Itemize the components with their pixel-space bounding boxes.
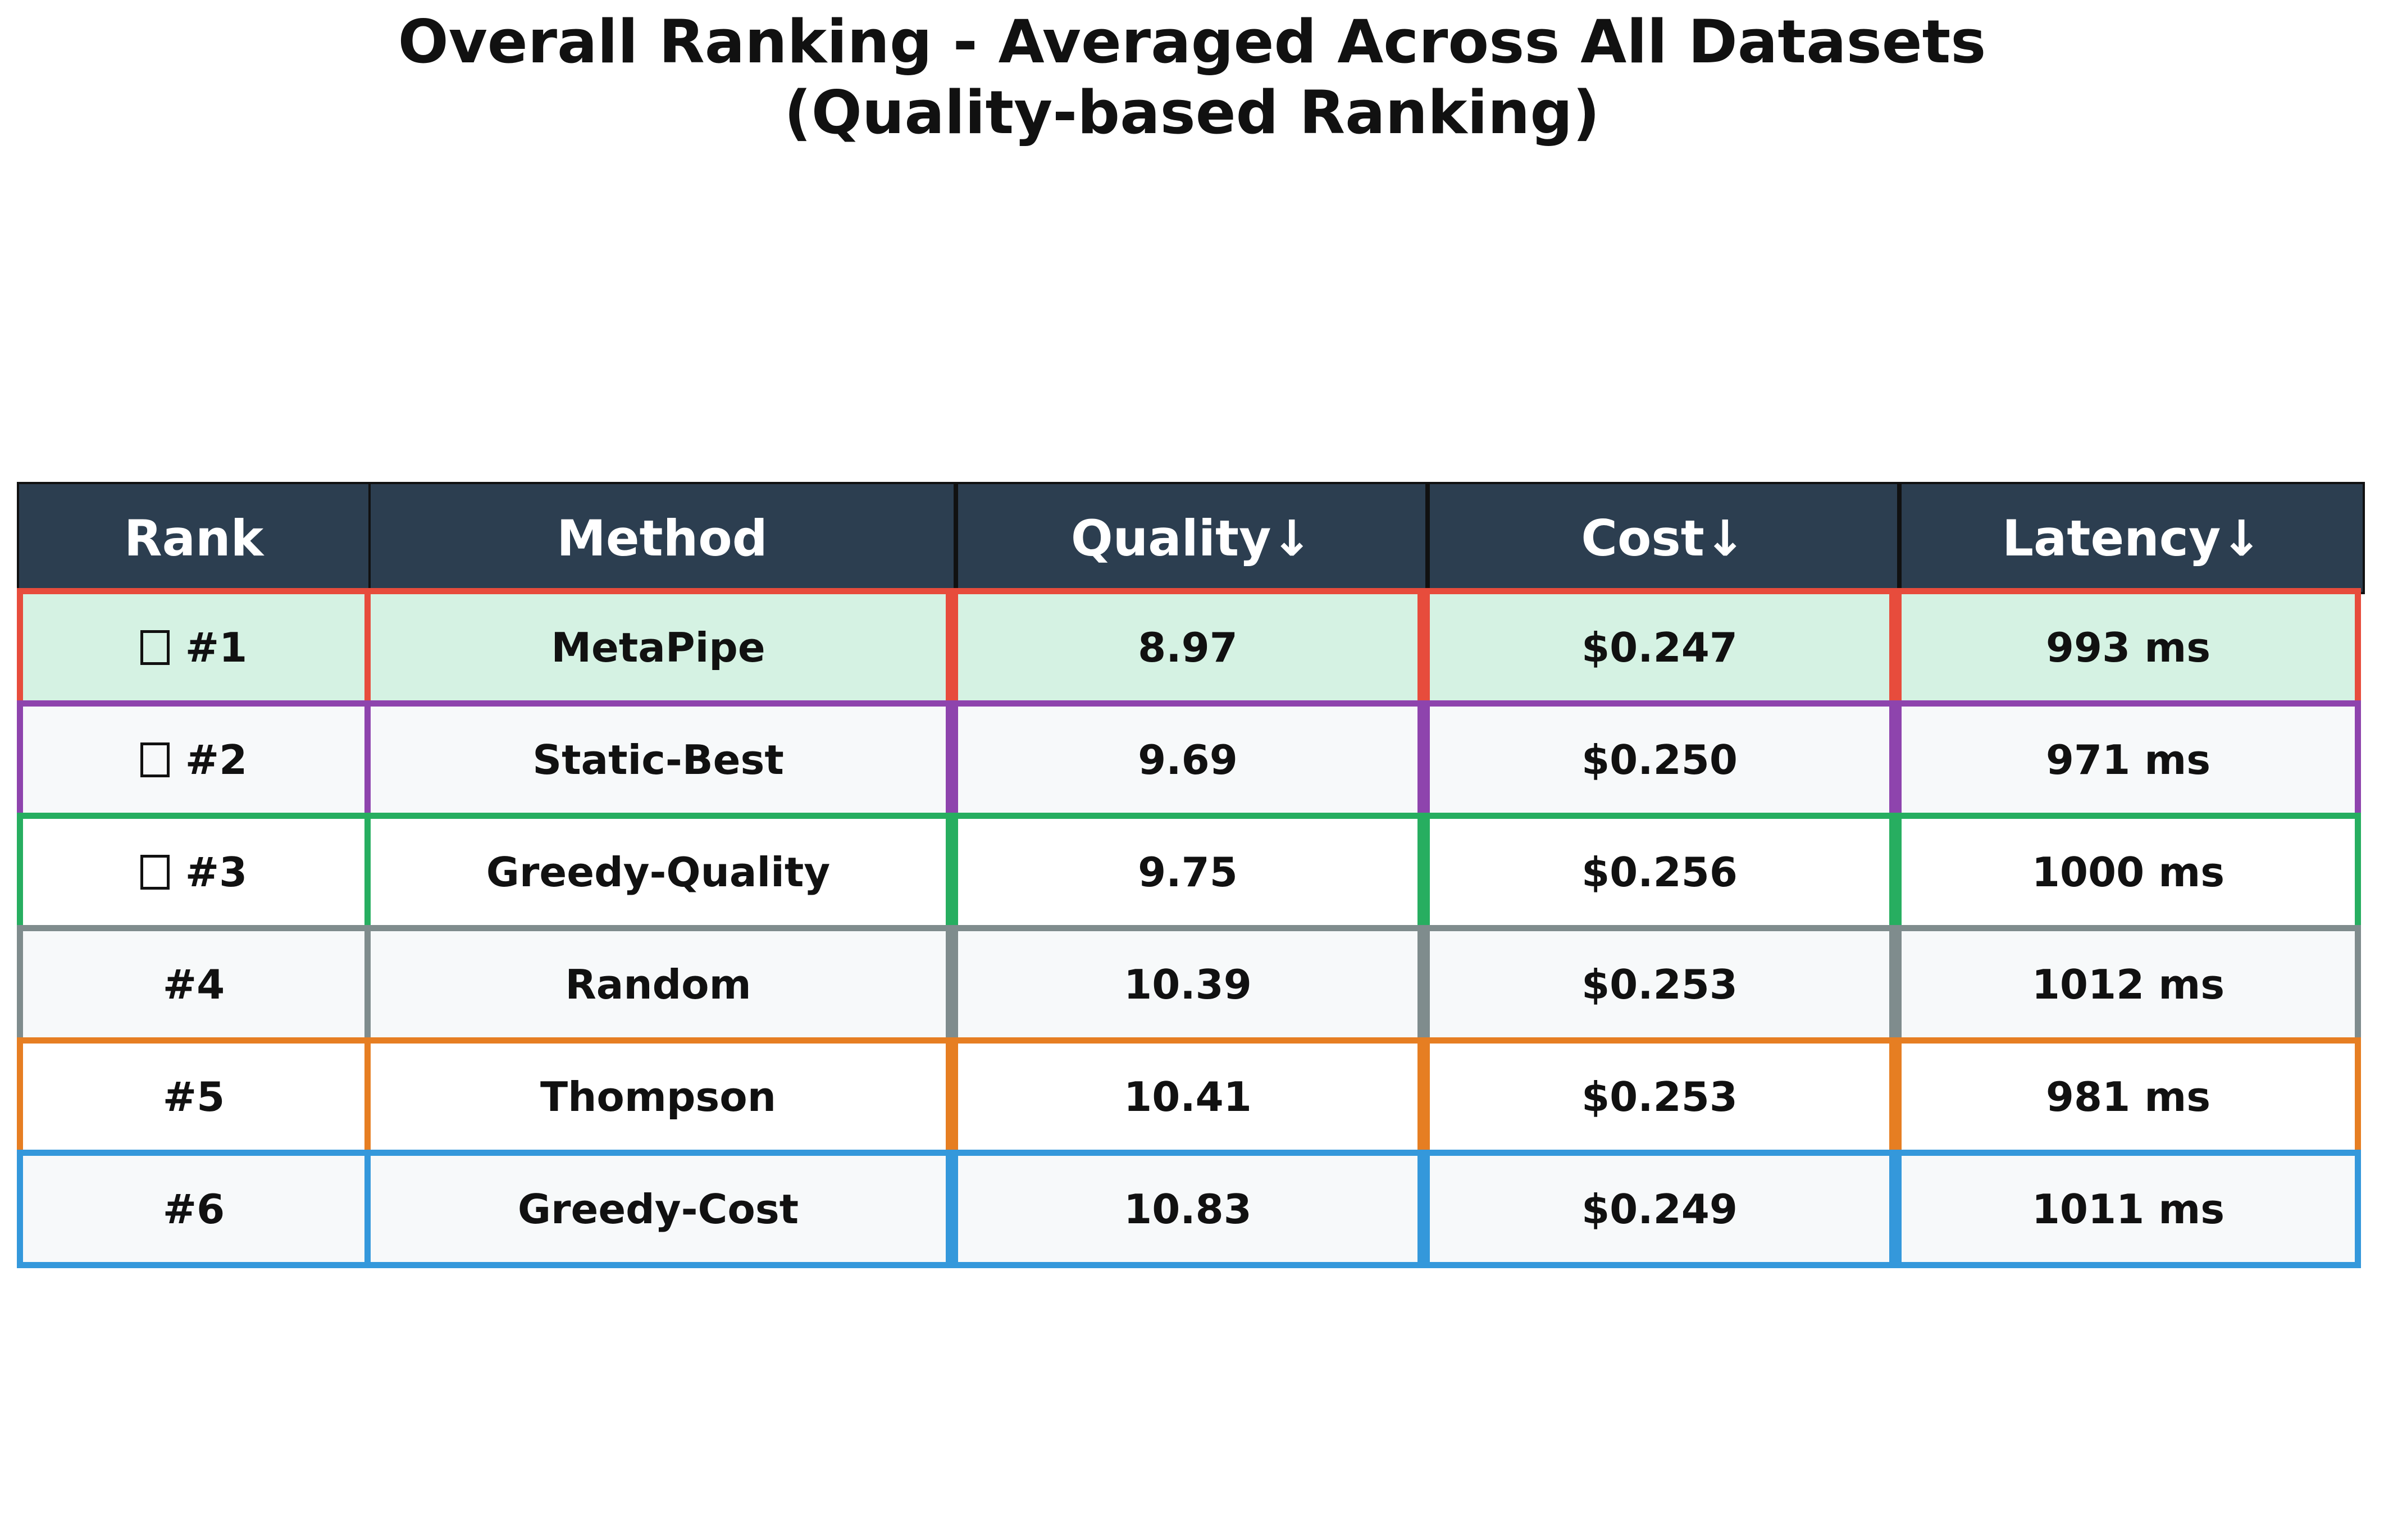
table-row: #4 Random 10.39 $0.253 1012 ms: [17, 925, 2367, 1044]
chart-subtitle: (Quality-based Ranking): [784, 78, 1600, 147]
rank-cell: #3: [17, 813, 371, 931]
rank-cell-text: #1: [185, 623, 248, 671]
method-cell: Greedy-Cost: [364, 1150, 952, 1268]
header-cost: Cost↓: [1428, 482, 1899, 594]
latency-cell: 1011 ms: [1895, 1150, 2361, 1268]
cost-cell-text: $0.247: [1581, 623, 1738, 671]
rank-cell: #6: [17, 1150, 371, 1268]
quality-cell: 9.75: [952, 813, 1424, 931]
latency-cell-text: 1000 ms: [2031, 848, 2225, 896]
cost-cell-text: $0.253: [1581, 1073, 1738, 1120]
rank-cell-text: #6: [162, 1185, 225, 1233]
rank-cell-text: #3: [185, 848, 248, 896]
rank-cell-text: #4: [162, 960, 225, 1008]
cost-cell: $0.256: [1424, 813, 1895, 931]
cost-cell-text: $0.250: [1581, 736, 1738, 783]
header-rank: Rank: [17, 482, 371, 594]
rank-cell-text: #2: [185, 736, 248, 783]
quality-cell: 9.69: [952, 700, 1424, 819]
table-row: #5 Thompson 10.41 $0.253 981 ms: [17, 1037, 2367, 1156]
quality-cell: 8.97: [952, 588, 1424, 707]
table-row: #6 Greedy-Cost 10.83 $0.249 1011 ms: [17, 1150, 2367, 1268]
medal-icon: [140, 854, 170, 890]
latency-cell-text: 1012 ms: [2031, 960, 2225, 1008]
cost-cell: $0.250: [1424, 700, 1895, 819]
header-quality: Quality↓: [956, 482, 1428, 594]
quality-cell-text: 9.69: [1138, 736, 1238, 783]
method-cell-text: Static-Best: [532, 736, 784, 783]
latency-cell-text: 981 ms: [2045, 1073, 2211, 1120]
method-cell: Random: [364, 925, 952, 1044]
rank-cell: #1: [17, 588, 371, 707]
method-cell: Greedy-Quality: [364, 813, 952, 931]
quality-cell-text: 10.39: [1124, 960, 1252, 1008]
quality-cell-text: 9.75: [1138, 848, 1238, 896]
rank-cell-text: #5: [162, 1073, 225, 1120]
chart-title: Overall Ranking - Averaged Across All Da…: [0, 7, 2384, 148]
cost-cell: $0.247: [1424, 588, 1895, 707]
table-body: #1 MetaPipe 8.97 $0.247 993 ms #2 Static-Best 9…: [17, 588, 2367, 1268]
latency-cell-text: 1011 ms: [2031, 1185, 2225, 1233]
quality-cell: 10.83: [952, 1150, 1424, 1268]
quality-cell: 10.41: [952, 1037, 1424, 1156]
cost-cell-text: $0.256: [1581, 848, 1738, 896]
method-cell-text: Greedy-Cost: [517, 1185, 799, 1233]
latency-cell: 981 ms: [1895, 1037, 2361, 1156]
cost-cell: $0.253: [1424, 925, 1895, 1044]
latency-cell-text: 971 ms: [2045, 736, 2211, 783]
quality-cell-text: 8.97: [1138, 623, 1238, 671]
method-cell-text: Random: [565, 960, 751, 1008]
quality-cell-text: 10.83: [1124, 1185, 1252, 1233]
method-cell-text: Greedy-Quality: [486, 848, 831, 896]
cost-cell-text: $0.253: [1581, 960, 1738, 1008]
table-row: #3 Greedy-Quality 9.75 $0.256 1000 ms: [17, 813, 2367, 931]
method-cell: MetaPipe: [364, 588, 952, 707]
header-method: Method: [368, 482, 956, 594]
method-cell: Thompson: [364, 1037, 952, 1156]
latency-cell: 1000 ms: [1895, 813, 2361, 931]
cost-cell: $0.253: [1424, 1037, 1895, 1156]
rank-cell: #4: [17, 925, 371, 1044]
cost-cell-text: $0.249: [1581, 1185, 1738, 1233]
method-cell-text: MetaPipe: [551, 623, 765, 671]
chart-title-line1: Overall Ranking - Averaged Across All Da…: [398, 7, 1986, 76]
method-cell-text: Thompson: [540, 1073, 776, 1120]
cost-cell: $0.249: [1424, 1150, 1895, 1268]
quality-cell-text: 10.41: [1124, 1073, 1252, 1120]
rank-cell: #2: [17, 700, 371, 819]
method-cell: Static-Best: [364, 700, 952, 819]
table-row: #1 MetaPipe 8.97 $0.247 993 ms: [17, 588, 2367, 707]
header-latency: Latency↓: [1899, 482, 2365, 594]
latency-cell: 1012 ms: [1895, 925, 2361, 1044]
medal-icon: [140, 742, 170, 777]
quality-cell: 10.39: [952, 925, 1424, 1044]
rank-cell: #5: [17, 1037, 371, 1156]
latency-cell: 971 ms: [1895, 700, 2361, 819]
latency-cell: 993 ms: [1895, 588, 2361, 707]
table-row: #2 Static-Best 9.69 $0.250 971 ms: [17, 700, 2367, 819]
ranking-table: Rank Method Quality↓ Cost↓ Latency↓ #1 Me…: [17, 482, 2367, 1268]
latency-cell-text: 993 ms: [2045, 623, 2211, 671]
medal-icon: [140, 630, 170, 665]
table-header-row: Rank Method Quality↓ Cost↓ Latency↓: [17, 482, 2367, 594]
